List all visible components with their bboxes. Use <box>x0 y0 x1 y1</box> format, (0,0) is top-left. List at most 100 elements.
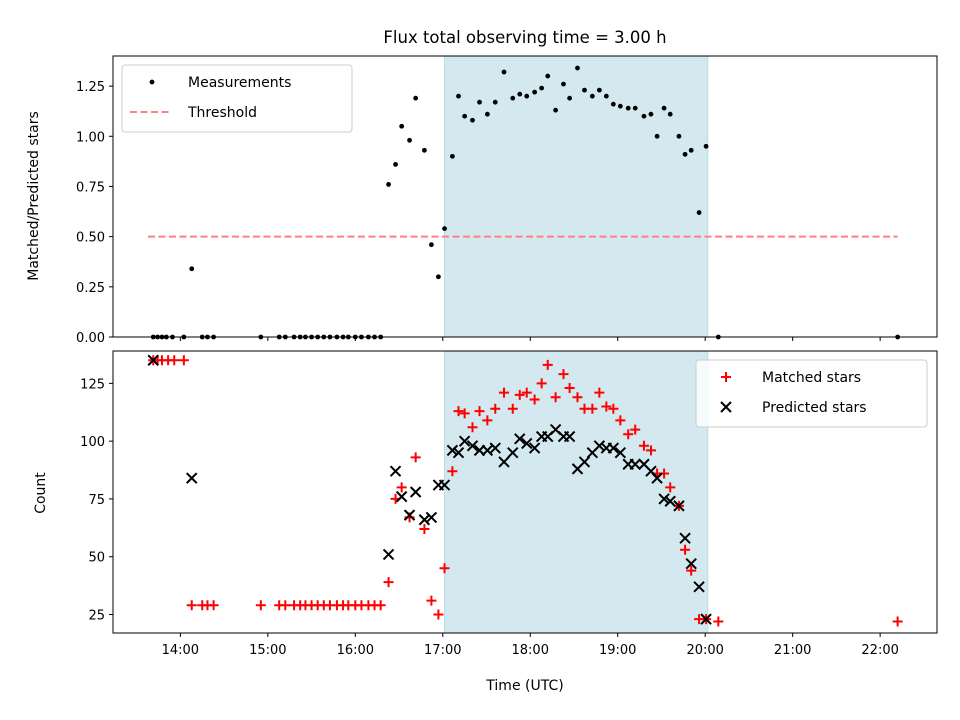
bottom-y-tick-label-1: 50 <box>88 551 105 566</box>
bottom-legend-handle-1 <box>720 401 732 413</box>
bottom-point-x-45 <box>693 581 705 593</box>
bottom-point-x-36 <box>629 458 641 470</box>
bottom-point-plus-5 <box>178 355 189 366</box>
top-point-dot-28 <box>386 182 391 187</box>
bottom-point-plus-12 <box>280 600 291 611</box>
top-highlight-span <box>444 56 708 337</box>
bottom-legend: Matched stars Predicted stars <box>695 359 928 428</box>
top-legend-handle-0 <box>149 79 155 85</box>
top-y-tick-label-2: 0.50 <box>76 231 105 246</box>
bottom-point-plus-56 <box>587 403 598 414</box>
bottom-point-x-21 <box>521 437 533 450</box>
top-point-dot-31 <box>407 137 412 143</box>
x-tick-label-2: 16:00 <box>337 643 374 658</box>
x-axis-label: Time (UTC) <box>485 678 563 694</box>
bottom-point-plus-57 <box>594 387 605 398</box>
x-tick-label-8: 22:00 <box>861 643 898 658</box>
bottom-legend-box <box>695 359 928 428</box>
bottom-point-plus-51 <box>550 392 561 403</box>
top-point-dot-40 <box>470 117 475 123</box>
top-point-dot-60 <box>617 103 623 109</box>
bottom-point-plus-67 <box>665 482 676 493</box>
bottom-point-x-29 <box>578 456 591 468</box>
top-point-dot-45 <box>510 95 516 101</box>
bottom-point-plus-61 <box>623 429 634 440</box>
top-point-dot-39 <box>462 113 468 119</box>
top-point-dot-33 <box>422 147 427 153</box>
top-point-dot-36 <box>442 226 447 232</box>
bottom-point-x-33 <box>607 442 620 454</box>
bottom-point-x-7 <box>418 514 431 526</box>
top-frame <box>112 55 938 338</box>
bottom-point-x-22 <box>528 442 541 454</box>
bottom-point-plus-35 <box>433 609 444 620</box>
top-point-dot-50 <box>545 73 551 79</box>
top-point-dot-34 <box>429 242 434 248</box>
top-point-dot-64 <box>648 111 654 117</box>
x-tick-label-3: 17:00 <box>424 643 461 658</box>
bottom-point-plus-43 <box>490 403 501 414</box>
bottom-point-plus-49 <box>536 378 547 389</box>
bottom-point-x-2 <box>382 548 395 561</box>
bottom-point-plus-46 <box>514 389 525 400</box>
bottom-point-x-4 <box>395 490 408 503</box>
chart-title: Flux total observing time = 3.00 h <box>383 28 666 47</box>
top-point-dot-37 <box>449 153 455 159</box>
bottom-point-plus-48 <box>529 394 540 405</box>
bottom-point-plus-37 <box>447 466 458 477</box>
top-point-dot-38 <box>456 93 461 99</box>
bottom-point-plus-40 <box>467 422 478 433</box>
bottom-point-plus-27 <box>375 600 386 611</box>
top-point-dot-63 <box>641 113 647 119</box>
top-point-dot-65 <box>654 133 660 139</box>
bottom-point-plus-44 <box>499 387 510 398</box>
top-point-dot-58 <box>603 93 609 99</box>
top-y-tick-label-0: 0.00 <box>76 331 105 346</box>
bottom-point-plus-53 <box>564 382 575 393</box>
bottom-point-plus-54 <box>572 392 583 403</box>
bottom-point-plus-33 <box>419 523 430 534</box>
bottom-point-plus-10 <box>255 600 266 611</box>
bottom-y-tick-label-4: 125 <box>80 377 105 392</box>
top-series-1 <box>150 65 901 340</box>
top-point-dot-29 <box>393 161 398 167</box>
top-point-dot-47 <box>524 93 530 99</box>
top-point-dot-71 <box>696 210 702 215</box>
x-tick-label-0: 14:00 <box>162 643 199 658</box>
bottom-point-plus-42 <box>482 415 493 426</box>
bottom-point-x-41 <box>664 495 676 507</box>
top-legend: Measurements Threshold <box>121 64 353 133</box>
bottom-point-plus-38 <box>453 406 464 417</box>
x-tick-label-1: 15:00 <box>249 643 286 658</box>
bottom-point-plus-52 <box>558 369 569 380</box>
bottom-y-tick-label-3: 100 <box>80 435 105 450</box>
top-y-axis-label: Matched/Predicted stars <box>26 111 42 281</box>
bottom-point-x-42 <box>673 500 685 512</box>
bottom-point-plus-28 <box>383 577 394 588</box>
bottom-point-x-8 <box>425 511 438 524</box>
top-point-dot-59 <box>610 101 616 107</box>
top-point-dot-67 <box>667 111 673 117</box>
top-point-dot-30 <box>399 123 405 129</box>
top-point-dot-44 <box>501 69 507 75</box>
bottom-point-x-44 <box>685 557 697 570</box>
bottom-point-x-10 <box>438 479 451 491</box>
bottom-point-x-34 <box>614 446 627 459</box>
bottom-point-x-16 <box>481 444 494 457</box>
bottom-frame <box>112 350 938 634</box>
x-tick-label-7: 21:00 <box>774 643 811 658</box>
x-tick-label-6: 20:00 <box>686 643 723 658</box>
bottom-point-x-13 <box>458 435 471 447</box>
bottom-point-plus-6 <box>186 600 197 611</box>
bottom-point-x-1 <box>186 472 198 484</box>
bottom-point-x-3 <box>389 465 402 477</box>
bottom-point-plus-64 <box>645 445 656 456</box>
bottom-point-x-20 <box>514 433 526 445</box>
bottom-point-x-39 <box>651 472 663 484</box>
bottom-point-x-19 <box>507 446 519 459</box>
top-point-dot-62 <box>632 105 638 111</box>
bottom-point-plus-30 <box>396 482 407 493</box>
top-point-dot-57 <box>596 87 602 93</box>
bottom-point-x-31 <box>593 440 606 452</box>
